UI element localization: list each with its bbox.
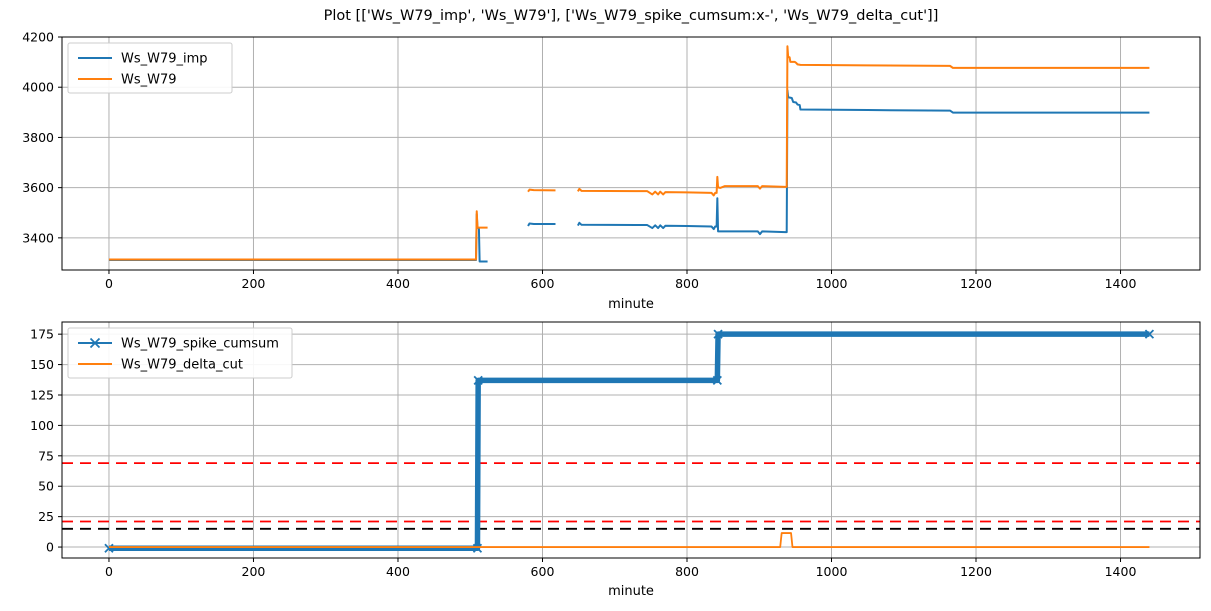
x-tick-label: 400: [386, 564, 410, 579]
x-tick-label: 1400: [1105, 564, 1137, 579]
y-tick-label: 0: [46, 540, 54, 555]
x-tick-label: 600: [531, 564, 555, 579]
top-plot: 0 200 400 600 800 1000 1200 1400 3400 3600 3800 400…: [22, 30, 1201, 291]
bottom-plot: 0 200 400 600 800 1000 1200 1400 0 25 50 75 100 125 15…: [30, 321, 1201, 579]
top-plot-xlabel: minute: [608, 297, 654, 312]
legend-entry-label: Ws_W79: [121, 73, 177, 88]
x-tick-label: 1000: [816, 276, 848, 291]
x-marker: [1144, 329, 1155, 339]
axes-spines: [61, 321, 1201, 559]
x-tick-label: 200: [242, 564, 266, 579]
legend-entry-label: Ws_W79_spike_cumsum: [121, 337, 279, 352]
y-tick-label: 4000: [22, 80, 54, 95]
y-tick-label: 175: [30, 327, 54, 342]
y-tick-label: 3800: [22, 130, 54, 145]
legend-entry-label: Ws_W79_delta_cut: [121, 358, 243, 373]
x-tick-label: 600: [531, 276, 555, 291]
y-tick-label: 75: [38, 448, 54, 463]
series-line-Ws_W79: [577, 45, 1150, 197]
series-line-Ws_W79: [108, 210, 488, 261]
x-marker: [473, 375, 483, 386]
figure-title: Plot [['Ws_W79_imp', 'Ws_W79'], ['Ws_W79…: [323, 8, 939, 24]
series-line-Ws_W79_imp: [577, 89, 1150, 236]
y-tick-label: 100: [30, 418, 54, 433]
x-tick-label: 800: [675, 276, 699, 291]
axes-spines: [61, 36, 1201, 271]
x-marker: [712, 375, 722, 386]
series-line-Ws_W79_spike_cumsum: [108, 331, 1150, 552]
x-marker: [713, 329, 723, 339]
bottom-plot-xlabel: minute: [608, 584, 654, 599]
y-tick-label: 50: [38, 479, 54, 494]
x-tick-label: 0: [105, 276, 113, 291]
x-tick-label: 1200: [960, 276, 992, 291]
y-tick-label: 4200: [22, 30, 54, 45]
x-tick-label: 1400: [1105, 276, 1137, 291]
bottom-plot-legend: Ws_W79_spike_cumsum Ws_W79_delta_cut: [67, 327, 293, 379]
legend-box: [67, 42, 233, 94]
y-tick-label: 3600: [22, 180, 54, 195]
series-line-Ws_W79: [527, 188, 556, 193]
x-tick-label: 200: [242, 276, 266, 291]
x-marker: [104, 543, 114, 553]
y-tick-label: 125: [30, 387, 54, 402]
x-tick-label: 1200: [960, 564, 992, 579]
x-tick-label: 0: [105, 564, 113, 579]
x-marker: [472, 543, 483, 553]
x-tick-label: 800: [675, 564, 699, 579]
x-tick-label: 400: [386, 276, 410, 291]
series-line-Ws_W79_imp: [527, 222, 556, 227]
x-tick-label: 1000: [816, 564, 848, 579]
top-plot-legend: Ws_W79_imp Ws_W79: [67, 42, 233, 94]
legend-entry-label: Ws_W79_imp: [121, 52, 208, 67]
y-tick-label: 150: [30, 357, 54, 372]
legend-x-marker-icon: [89, 337, 101, 349]
y-tick-label: 3400: [22, 230, 54, 245]
legend-box: [67, 327, 293, 379]
y-tick-label: 25: [38, 509, 54, 524]
series-line-Ws_W79_delta_cut: [108, 532, 1150, 548]
